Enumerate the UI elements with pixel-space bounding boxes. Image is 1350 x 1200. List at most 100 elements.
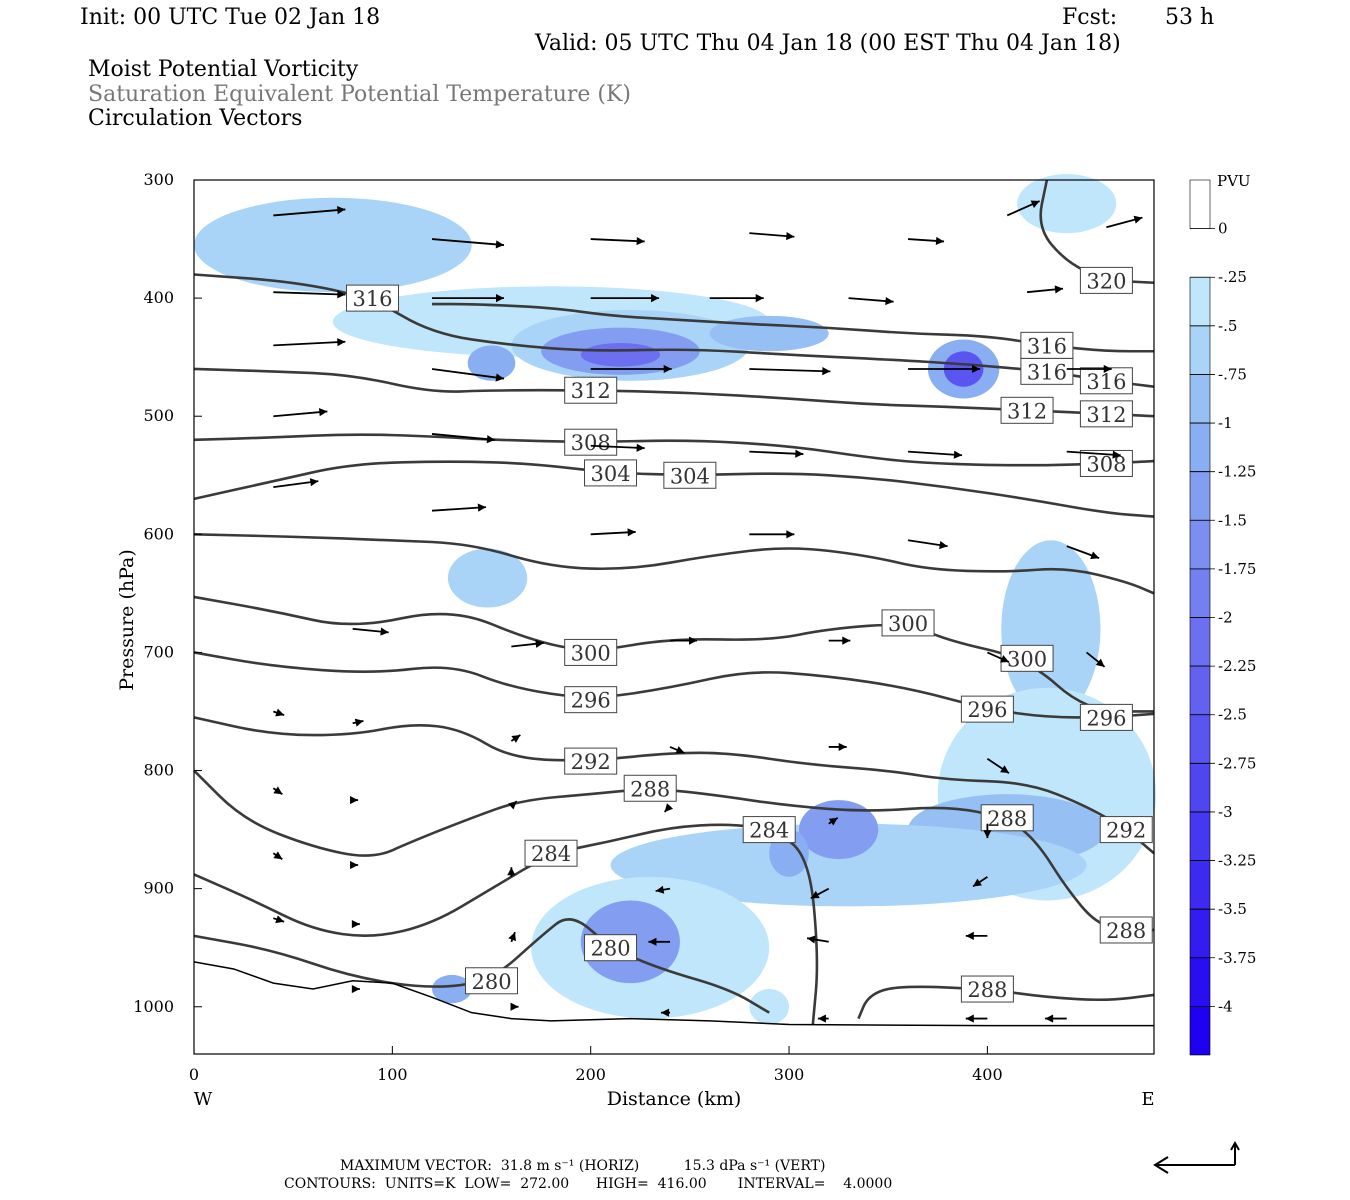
circulation-vector: [511, 639, 544, 648]
svg-text:320: 320: [1086, 269, 1126, 293]
y-tick-label: 500: [143, 406, 174, 425]
circulation-vector: [590, 528, 636, 537]
colorbar-swatch: [1189, 957, 1211, 1007]
theta-contour-line: [193, 918, 770, 1014]
circulation-vector: [908, 364, 981, 374]
axes-layer: 0 100 200 300 400 300 400 500 600 700 800 900 1000: [133, 170, 1155, 1084]
contour-label: 288: [980, 804, 1034, 832]
pv-region: [467, 345, 516, 381]
y-tick-label: 1000: [133, 997, 174, 1016]
contour-label: 312: [1079, 400, 1133, 428]
svg-text:316: 316: [1027, 334, 1067, 358]
theta-contour-line: [193, 769, 1154, 932]
circulation-vector: [273, 478, 319, 488]
contour-label: 296: [960, 695, 1014, 723]
y-tick-label: 300: [143, 170, 174, 189]
colorbar-label: -.75: [1218, 365, 1247, 383]
circulation-vector: [507, 867, 516, 877]
svg-text:316: 316: [352, 287, 392, 311]
contour-label: 316: [1020, 331, 1074, 359]
reference-vector-icon: [1153, 1140, 1240, 1174]
colorbar-label: -1.75: [1218, 560, 1256, 578]
circulation-vector: [986, 757, 1010, 774]
contour-label: 308: [1079, 449, 1133, 477]
circulation-vector: [352, 627, 389, 636]
circulation-vector: [749, 367, 831, 376]
circulation-vector: [590, 237, 645, 246]
contour-label: 312: [1000, 396, 1054, 424]
circulation-vector: [272, 786, 283, 796]
svg-text:312: 312: [571, 379, 611, 403]
x-tick-label: 300: [774, 1065, 805, 1084]
colorbar-swatch: [1189, 374, 1211, 424]
circulation-vector: [431, 503, 487, 512]
circulation-vector: [655, 885, 671, 894]
svg-text:312: 312: [1086, 403, 1126, 427]
circulation-vector: [273, 290, 346, 299]
circulation-vector: [1066, 450, 1121, 459]
circulation-vector: [965, 1014, 988, 1023]
svg-text:296: 296: [967, 698, 1007, 722]
circulation-vector: [983, 823, 992, 839]
circulation-vector: [828, 636, 851, 645]
theta-contour-layer: 280 280 284 284 288 288 288 288 292 292 296 296 296 3…: [193, 179, 1155, 1025]
colorbar-unit: PVU: [1217, 172, 1251, 190]
theta-contour-line: [193, 460, 1155, 518]
contour-label: 316: [1079, 367, 1133, 395]
colorbar-label: -1.5: [1218, 511, 1247, 529]
field-title-3: Circulation Vectors: [88, 106, 303, 131]
colorbar: 0 -.25 -.5 -.75 -1 -1.25 -1.5 -1.75 -2 -2.25 -2.5 -…: [1189, 179, 1256, 1056]
svg-text:292: 292: [571, 750, 611, 774]
field-title-1: Moist Potential Vorticity: [88, 57, 359, 82]
y-axis-title: Pressure (hPa): [116, 549, 138, 691]
colorbar-swatch: [1189, 1006, 1211, 1056]
circulation-vector: [848, 296, 894, 306]
circulation-vector: [352, 718, 364, 727]
contour-label: 284: [524, 839, 578, 867]
y-tick-label: 800: [143, 761, 174, 780]
circulation-vector: [648, 937, 671, 946]
circulation-vector: [1026, 285, 1064, 294]
contour-label: 312: [564, 376, 618, 404]
circulation-vector: [1066, 545, 1100, 560]
circulation-vector: [351, 919, 360, 929]
x-right-direction: E: [1141, 1089, 1154, 1110]
colorbar-label: -2.75: [1218, 754, 1256, 772]
pv-fill-layer: [194, 174, 1156, 1025]
valid-time: Valid: 05 UTC Thu 04 Jan 18 (00 EST Thu …: [535, 31, 1121, 56]
svg-text:316: 316: [1086, 370, 1126, 394]
circulation-vector: [749, 449, 804, 458]
circulation-vector: [272, 851, 283, 860]
pv-region: [580, 342, 661, 367]
contour-label: 288: [1099, 916, 1153, 944]
circulation-vector-layer: [272, 200, 1143, 1023]
colorbar-label: -.5: [1218, 317, 1237, 335]
contour-label: 280: [584, 934, 638, 962]
terrain-layer: [193, 961, 1154, 1027]
y-tick-label: 600: [143, 524, 174, 543]
circulation-vector: [350, 795, 359, 805]
contour-info-note: CONTOURS: UNITS=K LOW= 272.00 HIGH= 416.…: [284, 1176, 893, 1192]
colorbar-label: -4: [1218, 997, 1233, 1015]
contour-label: 308: [564, 428, 618, 456]
pv-region: [1001, 540, 1101, 718]
svg-text:284: 284: [531, 842, 571, 866]
svg-text:288: 288: [1106, 919, 1146, 943]
circulation-vector: [431, 368, 505, 382]
circulation-vector: [965, 931, 988, 940]
circulation-vector: [749, 530, 795, 539]
svg-text:288: 288: [967, 978, 1007, 1002]
contour-label: 320: [1079, 266, 1133, 294]
contour-label: 296: [1079, 703, 1133, 731]
x-axis-title: Distance (km): [607, 1088, 742, 1110]
theta-contour-line: [857, 985, 1155, 1020]
plot-frame: [193, 179, 1155, 1055]
pv-region: [447, 548, 528, 608]
pv-region: [610, 823, 1087, 907]
svg-text:288: 288: [630, 777, 670, 801]
svg-text:296: 296: [1086, 706, 1126, 730]
svg-text:300: 300: [1007, 647, 1047, 671]
circulation-vector: [817, 1014, 829, 1023]
svg-text:300: 300: [571, 641, 611, 665]
